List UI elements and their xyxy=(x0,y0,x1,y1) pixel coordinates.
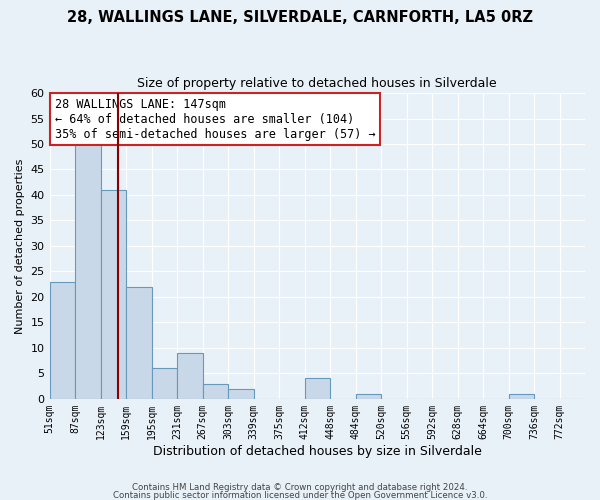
Text: Contains public sector information licensed under the Open Government Licence v3: Contains public sector information licen… xyxy=(113,490,487,500)
Bar xyxy=(101,190,126,399)
Bar xyxy=(177,353,203,399)
Bar xyxy=(509,394,534,399)
Bar xyxy=(356,394,381,399)
Bar xyxy=(228,388,254,399)
Bar xyxy=(152,368,177,399)
Bar xyxy=(126,286,152,399)
X-axis label: Distribution of detached houses by size in Silverdale: Distribution of detached houses by size … xyxy=(153,444,482,458)
Text: Contains HM Land Registry data © Crown copyright and database right 2024.: Contains HM Land Registry data © Crown c… xyxy=(132,484,468,492)
Bar xyxy=(305,378,330,399)
Text: 28, WALLINGS LANE, SILVERDALE, CARNFORTH, LA5 0RZ: 28, WALLINGS LANE, SILVERDALE, CARNFORTH… xyxy=(67,10,533,25)
Bar xyxy=(75,144,101,399)
Bar xyxy=(203,384,228,399)
Title: Size of property relative to detached houses in Silverdale: Size of property relative to detached ho… xyxy=(137,78,497,90)
Y-axis label: Number of detached properties: Number of detached properties xyxy=(15,158,25,334)
Text: 28 WALLINGS LANE: 147sqm
← 64% of detached houses are smaller (104)
35% of semi-: 28 WALLINGS LANE: 147sqm ← 64% of detach… xyxy=(55,98,376,140)
Bar xyxy=(50,282,75,399)
